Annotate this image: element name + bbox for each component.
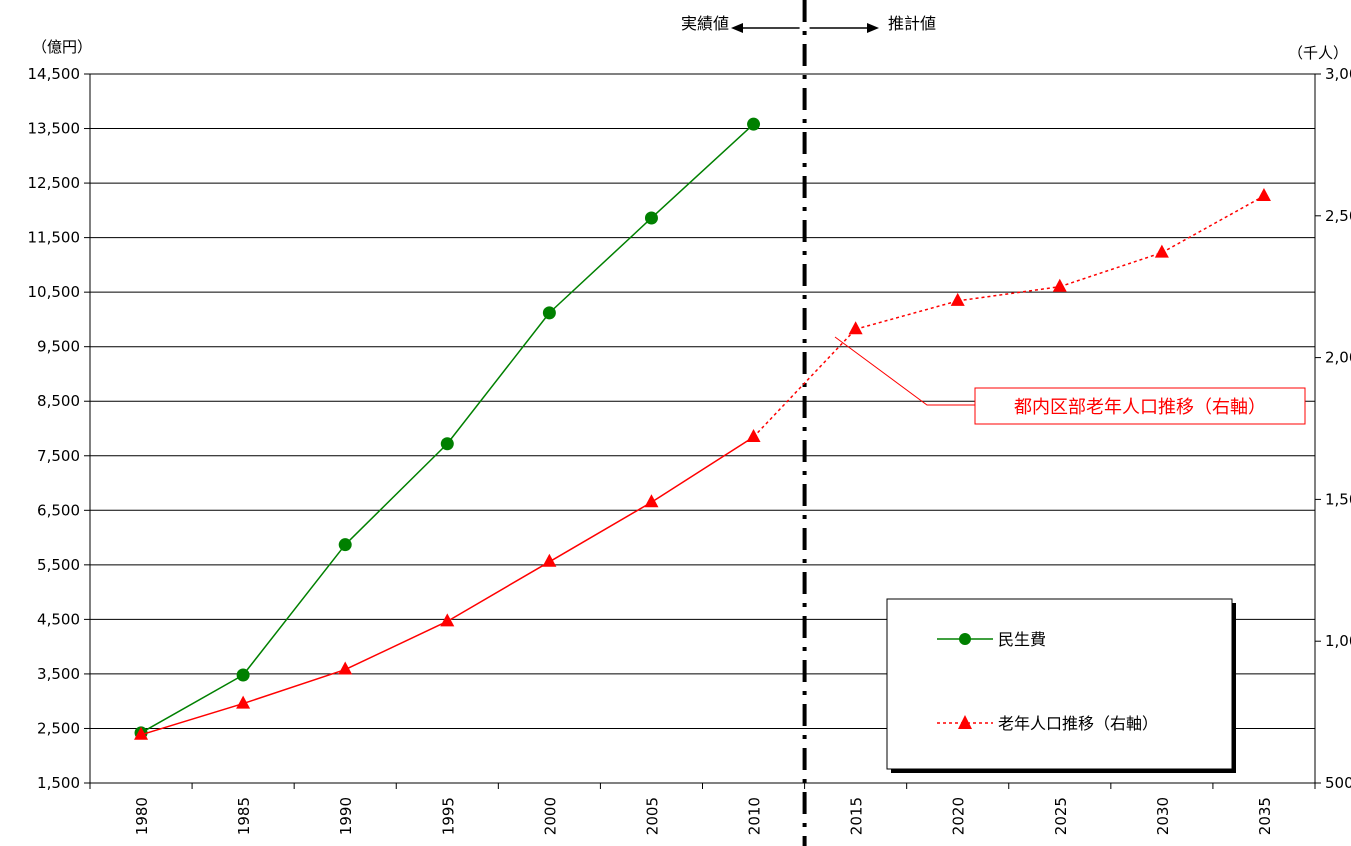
- right-tick-label-2: 1,500: [1325, 490, 1351, 508]
- x-tick-label-8: 2020: [950, 797, 968, 835]
- right-tick-label-5: 3,000: [1325, 65, 1351, 83]
- series: [134, 117, 1271, 740]
- left-tick-label-4: 5,500: [37, 556, 80, 574]
- divider-arrow-left-head: [731, 23, 743, 33]
- left-tick-label-7: 8,500: [37, 392, 80, 410]
- left-tick-label-10: 11,500: [28, 229, 81, 247]
- series-1-point-8: [950, 292, 965, 306]
- left-tick-label-6: 7,500: [37, 447, 80, 465]
- series-1-point-7: [848, 321, 863, 335]
- x-tick-label-10: 2030: [1154, 797, 1172, 835]
- series-0-point-1: [236, 668, 250, 682]
- right-axis-unit: （千人）: [1288, 44, 1348, 62]
- series-1-point-11: [1256, 187, 1271, 201]
- gridlines: [90, 73, 1315, 729]
- series-0-segment-3: [446, 312, 550, 445]
- series-1-point-4: [542, 553, 557, 567]
- left-tick-label-11: 12,500: [28, 174, 81, 192]
- x-tick-label-1: 1985: [235, 797, 253, 835]
- series-1-segment-3: [446, 561, 550, 622]
- series-1-point-6: [746, 429, 761, 443]
- left-tick-label-12: 13,500: [28, 120, 81, 138]
- series-0-point-5: [644, 211, 658, 225]
- series-0-segment-4: [548, 217, 652, 314]
- divider: [731, 0, 879, 846]
- divider-label-actual: 実績値: [681, 14, 729, 33]
- left-tick-label-8: 9,500: [37, 338, 80, 356]
- series-1-segment-0: [140, 702, 244, 736]
- series-1-segment-1: [242, 668, 346, 705]
- right-tick-label-1: 1,000: [1325, 632, 1351, 650]
- series-1-segment-6: [752, 328, 857, 438]
- x-tick-label-6: 2010: [746, 797, 764, 835]
- legend-label-0: 民生費: [998, 630, 1046, 649]
- series-0-point-6: [747, 117, 761, 131]
- x-tick-label-4: 2000: [541, 797, 559, 835]
- x-tick-label-7: 2015: [848, 797, 866, 835]
- series-1-segment-9: [1059, 251, 1163, 288]
- x-tick-label-5: 2005: [643, 797, 661, 835]
- series-1-point-3: [440, 613, 455, 627]
- x-tick-label-9: 2025: [1052, 797, 1070, 835]
- annotation-text: 都内区部老年人口推移（右軸）: [1014, 397, 1266, 418]
- left-tick-label-3: 4,500: [37, 610, 80, 628]
- series-0-point-4: [542, 306, 556, 320]
- legend-box: [886, 598, 1233, 770]
- series-0-point-3: [440, 437, 454, 451]
- left-tick-label-2: 3,500: [37, 665, 80, 683]
- legend-swatch-marker-1: [958, 715, 972, 729]
- series-1-point-2: [338, 661, 353, 675]
- series-1-segment-7: [855, 300, 958, 330]
- legend-label-1: 老年人口推移（右軸）: [998, 714, 1158, 733]
- legend: 民生費 老年人口推移（右軸）: [886, 598, 1236, 773]
- right-tick-label-4: 2,500: [1325, 207, 1351, 225]
- divider-arrow-right-head: [867, 23, 879, 33]
- annotation-callout: 都内区部老年人口推移（右軸）: [834, 336, 1306, 425]
- annotation-box: [974, 387, 1306, 425]
- left-axis-unit: （億円）: [32, 38, 92, 56]
- series-1-segment-10: [1161, 195, 1265, 254]
- series-1-point-5: [644, 494, 659, 508]
- x-tick-label-0: 1980: [133, 797, 151, 835]
- left-tick-label-0: 1,500: [37, 774, 80, 792]
- annotation-leader-line: [834, 336, 975, 406]
- series-0-segment-1: [242, 544, 346, 676]
- series-1-segment-4: [548, 501, 652, 563]
- left-tick-label-13: 14,500: [28, 65, 81, 83]
- right-tick-label-0: 500: [1325, 774, 1351, 792]
- series-1-segment-5: [651, 436, 754, 503]
- series-1-segment-8: [957, 285, 1060, 302]
- divider-label-estimate: 推計値: [888, 14, 936, 33]
- series-1-point-1: [236, 695, 251, 709]
- x-tick-label-3: 1995: [439, 797, 457, 835]
- left-tick-label-9: 10,500: [28, 283, 81, 301]
- series-0-segment-5: [650, 123, 755, 219]
- series-1-point-9: [1052, 278, 1067, 292]
- series-0-point-2: [338, 538, 352, 552]
- x-tick-label-2: 1990: [337, 797, 355, 835]
- series-1-point-10: [1154, 244, 1169, 258]
- left-tick-label-1: 2,500: [37, 719, 80, 737]
- axes: 1,500 2,500 3,500 4,500 5,500 6,500 7,500 8,500…: [28, 65, 1351, 835]
- right-tick-label-3: 2,000: [1325, 349, 1351, 367]
- series-0-segment-0: [140, 674, 244, 734]
- left-tick-label-5: 6,500: [37, 501, 80, 519]
- series-1-point-0: [134, 726, 149, 740]
- series-0-segment-2: [344, 443, 448, 546]
- x-tick-label-11: 2035: [1256, 797, 1274, 835]
- legend-swatch-marker-0: [959, 633, 971, 645]
- series-1-segment-2: [344, 620, 448, 671]
